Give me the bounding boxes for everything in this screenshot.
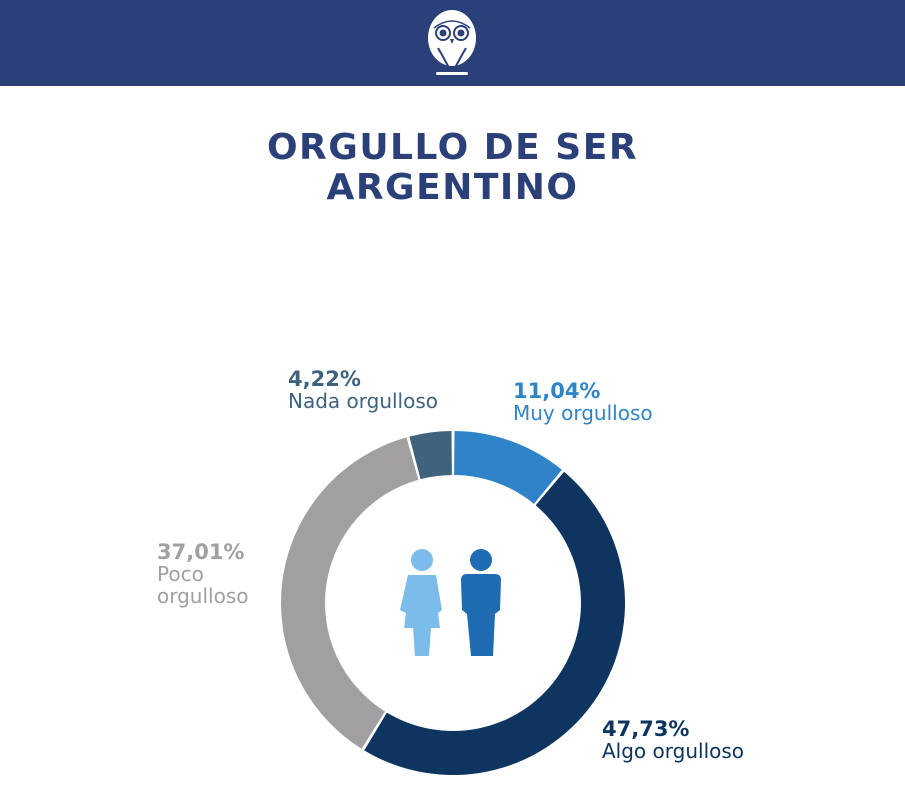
people-icon — [400, 549, 501, 656]
label-poco-orgulloso: 37,01% Poco orgulloso — [157, 541, 248, 607]
donut-segment-nada-orgulloso — [409, 431, 452, 480]
header-bar — [0, 0, 905, 86]
muy-percent: 11,04% — [513, 379, 601, 403]
label-muy-orgulloso: 11,04% Muy orgulloso — [513, 380, 653, 424]
title-line-2: ARGENTINO — [326, 167, 579, 208]
donut-segment-poco-orgulloso — [281, 437, 419, 749]
nada-name: Nada orgulloso — [288, 389, 439, 413]
donut-segment-muy-orgulloso — [454, 431, 562, 504]
page-title: ORGULLO DE SER ARGENTINO — [0, 128, 905, 208]
algo-percent: 47,73% — [602, 717, 690, 741]
poco-name-line-2: orgulloso — [157, 584, 249, 608]
label-algo-orgulloso: 47,73% Algo orgulloso — [602, 718, 744, 762]
donut-segment-algo-orgulloso — [364, 471, 625, 775]
woman-icon — [400, 549, 442, 656]
label-nada-orgulloso: 4,22% Nada orgulloso — [288, 368, 438, 412]
title-line-1: ORGULLO DE SER — [266, 127, 639, 168]
poco-percent: 37,01% — [157, 540, 245, 564]
poco-name-line-1: Poco — [157, 562, 204, 586]
nada-percent: 4,22% — [288, 367, 361, 391]
man-icon — [461, 549, 501, 656]
algo-name: Algo orgulloso — [602, 739, 745, 763]
muy-name: Muy orgulloso — [513, 401, 653, 425]
owl-logo-icon — [428, 10, 476, 75]
